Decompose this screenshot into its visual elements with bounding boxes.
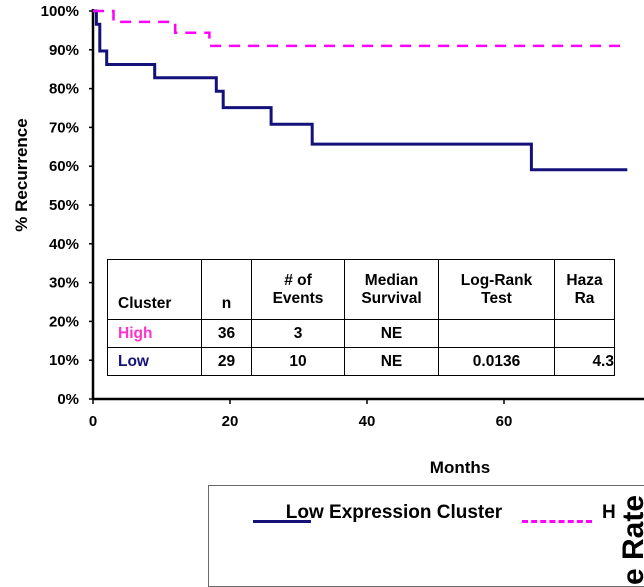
cell-hazard-low: 4.3 <box>554 347 615 376</box>
x-tick-label: 0 <box>89 413 97 430</box>
y-tick-label: 50% <box>49 197 79 214</box>
series-layer <box>93 9 628 172</box>
table-header-row: Cluster n # of Events Median Survival Log-… <box>107 259 615 320</box>
y-tick-label: 20% <box>49 313 79 330</box>
cell-hazard-high <box>554 319 615 348</box>
cell-events-low: 10 <box>251 347 345 376</box>
legend-swatch-low <box>253 520 311 523</box>
x-axis-ticks: 0 20 40 60 <box>89 399 513 430</box>
x-tick-label: 60 <box>496 413 513 430</box>
col-header-n: n <box>201 259 252 320</box>
x-axis-label: Months <box>430 458 490 477</box>
cell-n-high: 36 <box>201 319 252 348</box>
y-tick-label: 100% <box>41 3 79 20</box>
km-plot: 0% 10% 20% 30% 40% 50% 60% 70% 80% 90% 100% 0 20 40 6… <box>12 3 644 477</box>
cell-events-high: 3 <box>251 319 345 348</box>
legend-label-low: Low Expression Cluster <box>285 502 503 523</box>
y-tick-label: 40% <box>49 236 79 253</box>
col-header-cluster: Cluster <box>107 259 202 320</box>
cell-logrank-high <box>438 319 555 348</box>
col-header-logrank: Log-Rank Test <box>438 259 555 320</box>
cell-cluster-low: Low <box>107 347 202 376</box>
y-tick-label: 30% <box>49 275 79 292</box>
cell-median-low: NE <box>344 347 439 376</box>
y-tick-label: 70% <box>49 119 79 136</box>
table-row-low: Low 29 10 NE 0.0136 4.3 <box>107 347 615 376</box>
col-header-hazard: Haza Ra <box>554 259 615 320</box>
cell-cluster-high: High <box>107 319 202 348</box>
y-tick-label: 80% <box>49 81 79 98</box>
col-header-median: Median Survival <box>344 259 439 320</box>
y-tick-label: 60% <box>49 158 79 175</box>
series-line-low <box>93 9 628 172</box>
cell-n-low: 29 <box>201 347 252 376</box>
y-tick-label: 10% <box>49 352 79 369</box>
cell-logrank-low: 0.0136 <box>438 347 555 376</box>
y-tick-label: 90% <box>49 42 79 59</box>
y-axis-ticks: 0% 10% 20% 30% 40% 50% 60% 70% 80% 90% 100% <box>41 3 93 408</box>
side-title-fragment: e Rate <box>617 494 644 585</box>
cell-median-high: NE <box>344 319 439 348</box>
col-header-events: # of Events <box>251 259 345 320</box>
x-tick-label: 40 <box>359 413 376 430</box>
legend-swatch-high <box>522 520 592 523</box>
table-row-high: High 36 3 NE <box>107 319 615 348</box>
y-axis-label: % Recurrence <box>12 118 31 231</box>
survival-stats-table: Cluster n # of Events Median Survival Log-… <box>107 259 615 376</box>
series-line-high <box>93 9 628 48</box>
x-tick-label: 20 <box>222 413 239 430</box>
y-tick-label: 0% <box>57 391 79 408</box>
legend-label-high: H <box>602 502 616 523</box>
